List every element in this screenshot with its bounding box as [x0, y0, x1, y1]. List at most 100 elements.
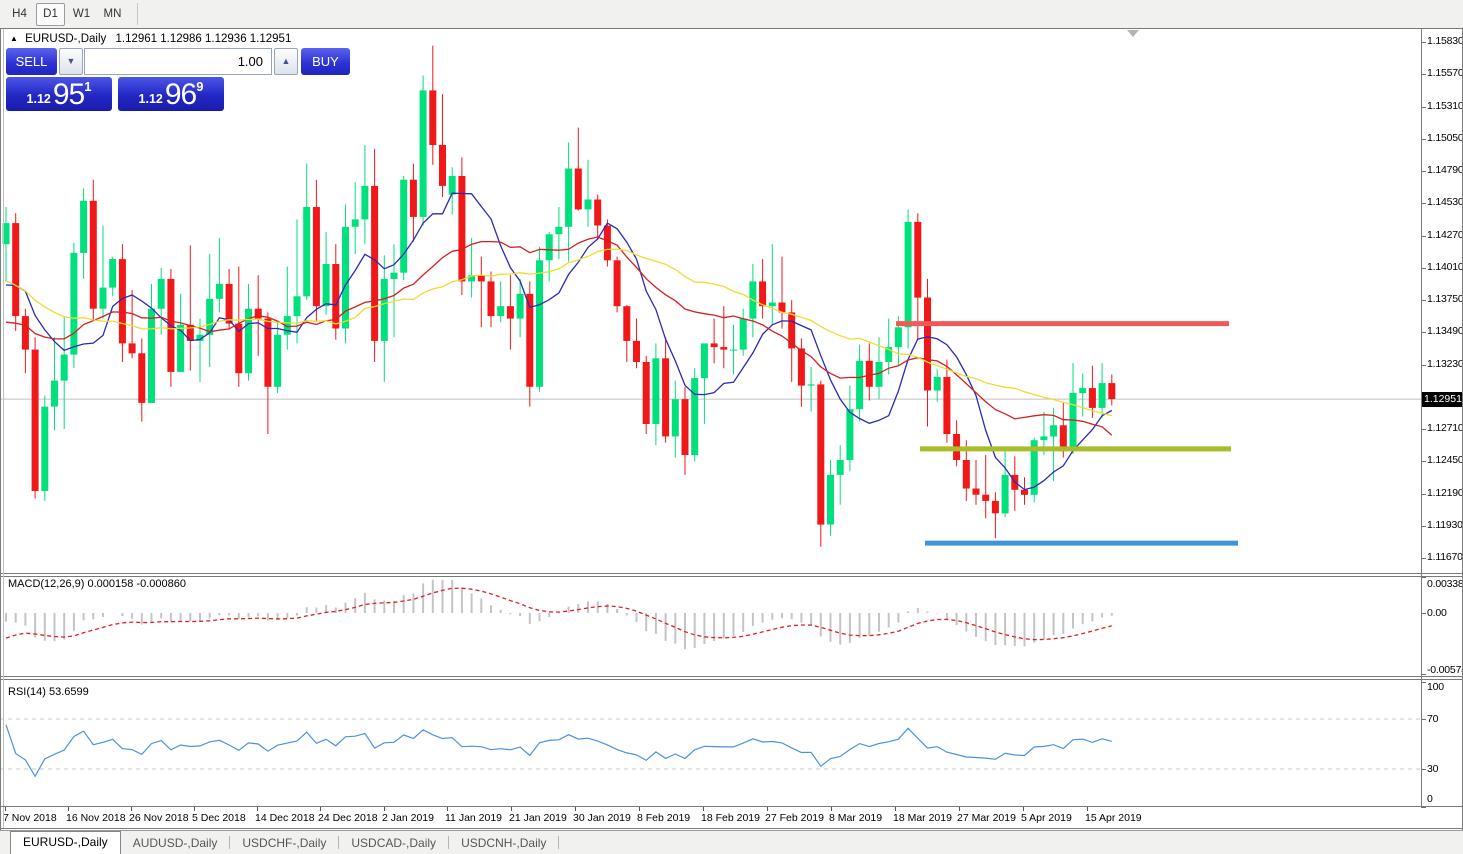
- candle-body: [225, 283, 233, 324]
- tab-usdchf-daily[interactable]: USDCHF-,Daily: [242, 836, 327, 850]
- price-scale-border: [1421, 29, 1422, 806]
- current-price-badge: 1.12951: [1421, 392, 1463, 407]
- chart-shift-marker-icon[interactable]: [1127, 30, 1139, 37]
- rsi-label: RSI(14) 53.6599: [8, 686, 89, 698]
- toolbar-separator: [137, 3, 138, 25]
- candle-body: [662, 358, 670, 437]
- candle-body: [720, 347, 728, 350]
- candle-body: [70, 252, 78, 355]
- sell-price-tile[interactable]: 1.12 95 1: [6, 77, 112, 111]
- candle-body: [962, 460, 970, 489]
- moving-average-line: [5, 248, 1112, 417]
- candle-body: [710, 343, 718, 348]
- one-click-trading-panel: SELL ▼ ▲ BUY 1.12 95 1 1.12 96 9: [6, 48, 350, 111]
- tab-separator: [558, 836, 560, 849]
- candle-body: [361, 185, 369, 220]
- candle-body: [603, 225, 611, 261]
- candle-body: [254, 308, 262, 319]
- candle-body: [371, 185, 379, 341]
- candle-body: [730, 349, 737, 351]
- candle-body: [545, 234, 553, 261]
- candle-body: [351, 219, 359, 227]
- moving-average-line: [5, 192, 1113, 491]
- buy-price-main: 96: [164, 78, 197, 111]
- candle-body: [594, 199, 602, 226]
- candle-body: [12, 223, 20, 317]
- candle-body: [487, 281, 495, 317]
- buy-button[interactable]: BUY: [301, 48, 350, 75]
- candle-body: [526, 293, 534, 387]
- candle-body: [671, 399, 679, 437]
- candle-body: [148, 308, 155, 403]
- candle-body: [1108, 383, 1116, 400]
- tab-usdcnh-daily[interactable]: USDCNH-,Daily: [461, 836, 547, 850]
- pane-divider-macd-rsi[interactable]: [0, 676, 1463, 680]
- candle-body: [477, 275, 485, 282]
- candle-body: [506, 306, 514, 319]
- timeframe-button-d1[interactable]: D1: [36, 2, 65, 26]
- tab-audusd-daily[interactable]: AUDUSD-,Daily: [132, 836, 218, 850]
- buy-price-tile[interactable]: 1.12 96 9: [118, 77, 224, 111]
- candle-body: [827, 474, 834, 525]
- candle-body: [759, 281, 767, 307]
- pane-divider-main-macd[interactable]: [0, 573, 1463, 577]
- timeframe-button-w1[interactable]: W1: [72, 7, 91, 20]
- sell-price-main: 95: [52, 78, 85, 111]
- candle-body: [332, 264, 340, 329]
- candle-body: [681, 399, 689, 455]
- candle-body: [419, 90, 427, 217]
- candle-body: [1021, 489, 1028, 495]
- candle-body: [856, 360, 864, 410]
- candle-body: [31, 349, 39, 491]
- sell-button[interactable]: SELL: [6, 48, 57, 75]
- candle-body: [633, 340, 640, 362]
- window-border-left-inner: [3, 29, 4, 829]
- candle-body: [245, 308, 252, 374]
- candle-body: [468, 275, 476, 282]
- candle-body: [875, 362, 883, 387]
- buy-price-prefix: 1.12: [138, 92, 163, 106]
- volume-decrease-button[interactable]: ▼: [59, 48, 83, 75]
- candle-body: [865, 360, 873, 387]
- candle-body: [613, 260, 621, 307]
- candle-body: [177, 324, 185, 372]
- candle-body: [51, 380, 58, 407]
- candle-body: [894, 327, 902, 348]
- candle-body: [274, 334, 282, 387]
- candle-body: [904, 221, 912, 328]
- tab-usdcad-daily[interactable]: USDCAD-,Daily: [351, 836, 437, 850]
- candle-body: [846, 409, 854, 461]
- candle-body: [1030, 440, 1038, 495]
- candle-body: [41, 406, 49, 491]
- volume-increase-button[interactable]: ▲: [274, 48, 298, 75]
- candle-body: [60, 354, 68, 381]
- candle-body: [264, 318, 272, 387]
- candle-body: [215, 283, 223, 299]
- candle-body: [439, 145, 446, 186]
- candle-body: [89, 200, 97, 309]
- tab-separator: [338, 836, 340, 849]
- candle-body: [429, 90, 437, 145]
- candle-body: [80, 200, 88, 253]
- candle-body: [206, 298, 214, 335]
- timeframe-toolbar: H4 D1 W1 MN: [0, 0, 1463, 28]
- candle-body: [778, 302, 786, 313]
- timeframe-button-mn[interactable]: MN: [103, 7, 122, 20]
- chart-ohlc-values: 1.12961 1.12986 1.12936 1.12951: [115, 33, 292, 45]
- candle-body: [186, 324, 194, 341]
- candle-body: [982, 494, 990, 501]
- candle-body: [448, 176, 456, 195]
- tab-eurusd-daily[interactable]: EURUSD-,Daily: [10, 831, 121, 854]
- window-border-top: [0, 28, 1463, 29]
- candle-body: [128, 343, 136, 354]
- timeframe-button-h4[interactable]: H4: [12, 7, 27, 20]
- candle-body: [700, 343, 708, 379]
- candle-body: [1088, 388, 1096, 408]
- candle-body: [536, 260, 543, 387]
- macd-label: MACD(12,26,9) 0.000158 -0.000860: [8, 578, 186, 590]
- candle-body: [1001, 474, 1009, 514]
- volume-input[interactable]: [84, 48, 272, 75]
- candle-body: [1069, 393, 1077, 452]
- chart-symbol-label: EURUSD-,Daily: [25, 33, 107, 45]
